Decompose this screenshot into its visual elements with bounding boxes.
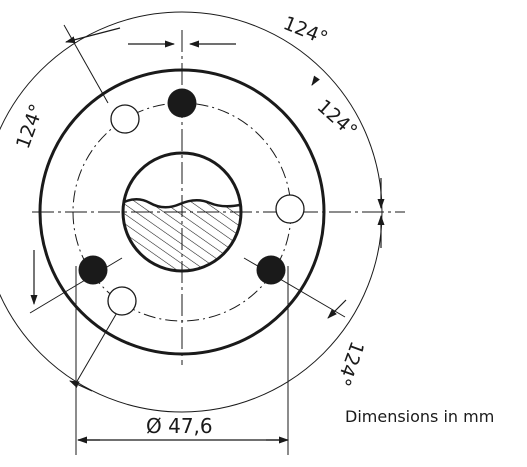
bolt-hole-open: [107, 286, 137, 316]
bolt-hole-filled: [78, 255, 108, 285]
bolt-hole-filled: [167, 88, 197, 118]
bolt-hole-filled: [256, 255, 286, 285]
hub-outline: [121, 151, 243, 273]
bolt-holes: [78, 88, 305, 316]
angle-label-lower-right: 124°: [332, 338, 368, 389]
flange-outer-edge: [38, 68, 326, 356]
bolt-hole-open: [275, 194, 305, 224]
hub-section: [121, 151, 243, 273]
angle-label-upper-right: 124°: [313, 95, 362, 142]
hub-break-line: [123, 198, 241, 209]
diameter-label: Ø 47,6: [146, 414, 213, 438]
bolt-hole-open: [110, 104, 140, 134]
angle-label-top: 124°: [280, 12, 331, 50]
dimension-arrows: [30, 27, 385, 444]
angle-dimension-circle: [0, 11, 383, 413]
units-note: Dimensions in mm: [345, 407, 495, 426]
angle-label-left: 124°: [12, 101, 48, 152]
hub-hatching: [123, 199, 241, 271]
